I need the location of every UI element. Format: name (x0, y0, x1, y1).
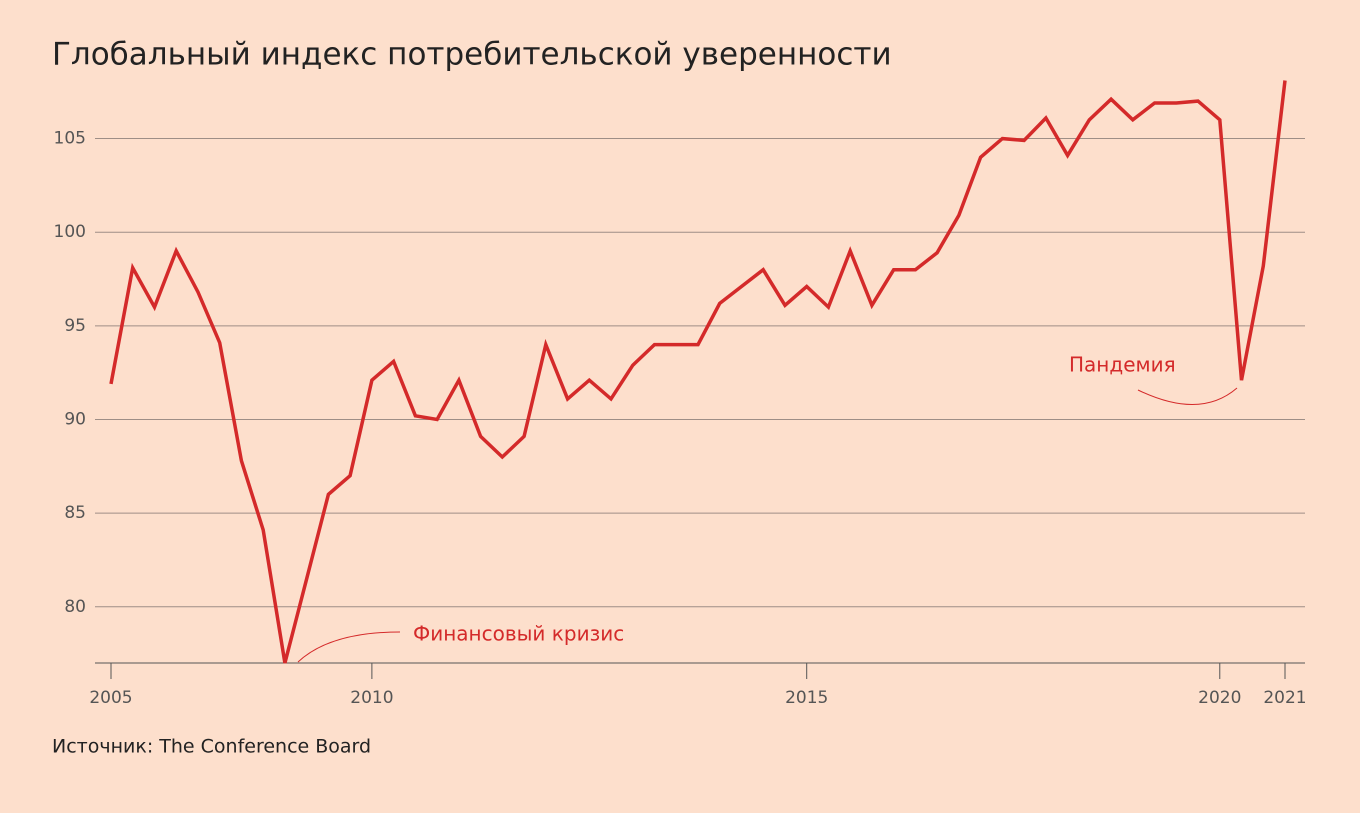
x-tick-label: 2020 (1198, 688, 1241, 708)
annotation-connector (1137, 387, 1238, 405)
y-tick-label: 90 (64, 410, 86, 430)
y-tick-label: 100 (54, 222, 86, 242)
annotation: Пандемия (1069, 353, 1176, 377)
x-tick-label: 2021 (1263, 688, 1306, 708)
chart-title: Глобальный индекс потребительской уверен… (52, 37, 892, 73)
source: Источник: The Conference Board (52, 736, 371, 758)
y-tick-label: 85 (64, 503, 86, 523)
x-tick-label: 2005 (89, 688, 132, 708)
annotation: Финансовый кризис (413, 622, 624, 646)
y-tick-label: 105 (54, 129, 86, 149)
line (109, 80, 1287, 664)
x-tick-label: 2015 (785, 688, 828, 708)
y-tick-label: 80 (64, 597, 86, 617)
x-tick-label: 2010 (350, 688, 393, 708)
y-tick-label: 95 (64, 316, 86, 336)
annotation-connector (297, 631, 401, 663)
